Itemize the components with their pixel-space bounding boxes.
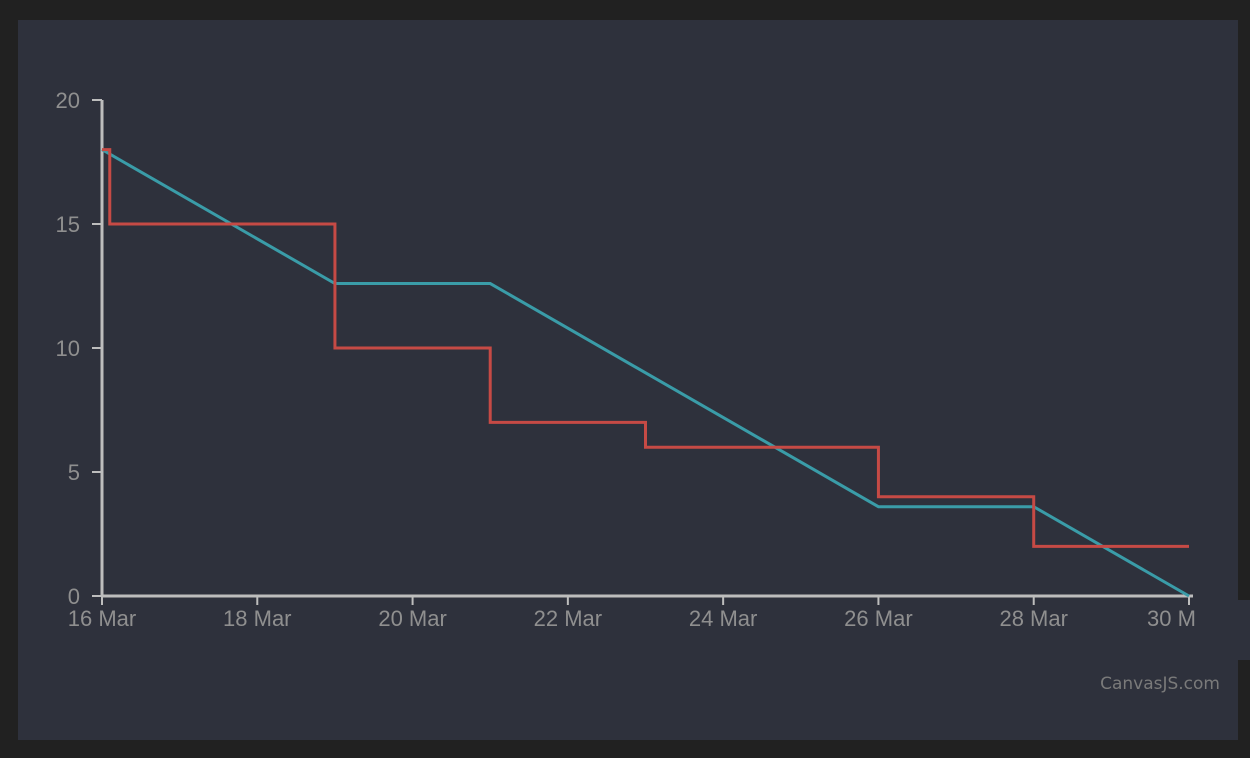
y-tick-label: 10 [56, 336, 80, 361]
series-line-2[interactable] [102, 148, 1189, 548]
y-tick-label: 15 [56, 212, 80, 237]
x-tick-label: 24 Mar [689, 606, 757, 631]
x-tick-label: 16 Mar [68, 606, 136, 631]
y-tick-label: 0 [68, 584, 80, 609]
label-clip [1206, 600, 1250, 660]
x-tick-label: 26 Mar [844, 606, 912, 631]
x-tick-label: 30 M [1147, 606, 1196, 631]
x-tick-label: 20 Mar [378, 606, 446, 631]
x-tick-label: 18 Mar [223, 606, 291, 631]
canvasjs-credit[interactable]: CanvasJS.com [1100, 674, 1220, 694]
x-tick-label: 28 Mar [999, 606, 1067, 631]
y-tick-label: 5 [68, 460, 80, 485]
chart-panel [18, 20, 1238, 740]
y-tick-label: 20 [56, 88, 80, 113]
series-line-1[interactable] [101, 148, 1190, 598]
x-tick-label: 22 Mar [534, 606, 602, 631]
